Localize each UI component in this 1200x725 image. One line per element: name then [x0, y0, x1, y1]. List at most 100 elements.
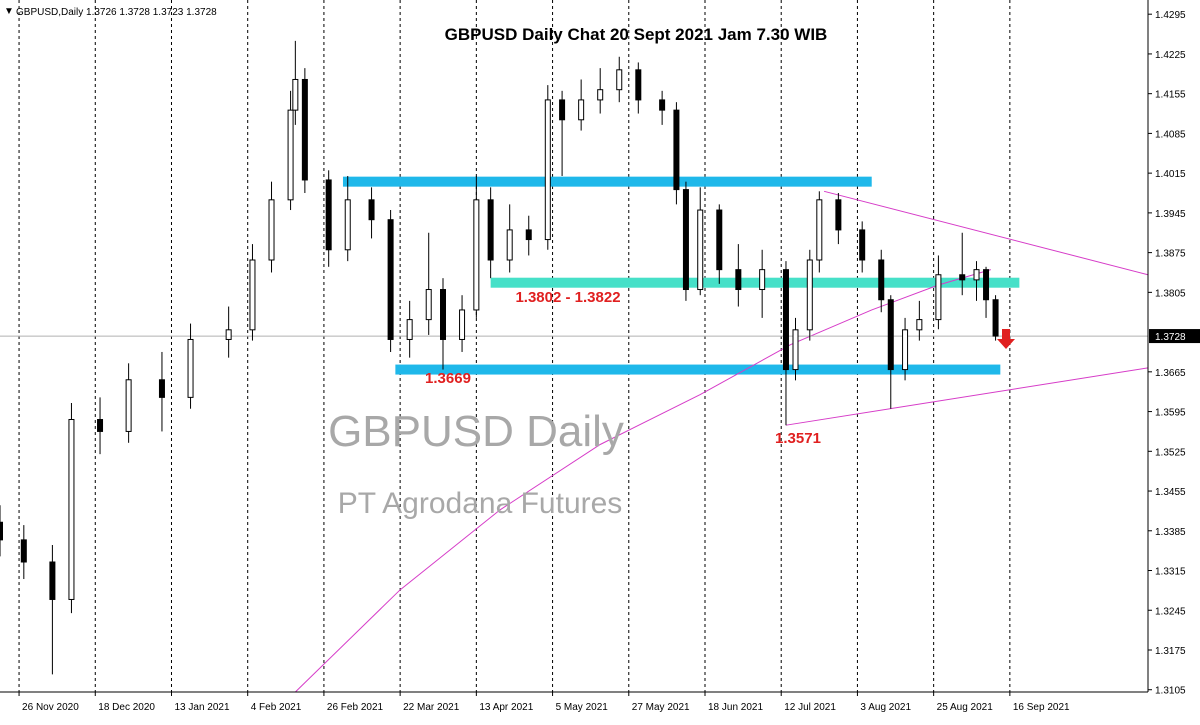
x-tick-label: 5 May 2021: [556, 702, 609, 713]
level-zone: [395, 364, 1001, 375]
price-label: 1.3728: [1155, 332, 1186, 343]
candle-body: [935, 274, 942, 321]
x-tick-label: 13 Jan 2021: [174, 702, 229, 713]
candle-body: [287, 109, 294, 201]
candle-body: [506, 229, 513, 261]
down-arrow: [997, 329, 1015, 349]
candle-body: [487, 199, 494, 261]
candle-body: [697, 209, 704, 291]
candle-body: [325, 179, 332, 251]
candle-body: [806, 259, 813, 331]
candle-body: [425, 289, 432, 321]
candle-body: [20, 539, 27, 563]
y-tick-label: 1.3175: [1155, 646, 1186, 657]
symbol-marker: ▼: [4, 6, 14, 17]
candle-body: [544, 99, 551, 241]
candle-body: [782, 269, 789, 371]
y-tick-label: 1.4225: [1155, 50, 1186, 61]
level-zone: [342, 176, 872, 187]
candle-body: [249, 259, 256, 331]
candle-body: [916, 319, 923, 331]
y-tick-label: 1.4295: [1155, 10, 1186, 21]
candle-body: [344, 199, 351, 251]
candle-body: [301, 78, 308, 181]
candle-body: [659, 99, 666, 111]
candle-body: [597, 89, 604, 101]
annotation: 1.3571: [775, 430, 821, 447]
y-tick-label: 1.4085: [1155, 129, 1186, 140]
candle-body: [187, 338, 194, 398]
candle-body: [368, 199, 375, 221]
candle-body: [759, 269, 766, 291]
y-tick-label: 1.3665: [1155, 368, 1186, 379]
candle-body: [97, 419, 104, 432]
candle-body: [902, 329, 909, 371]
candle-body: [992, 299, 999, 337]
trendline: [823, 190, 1149, 276]
y-tick-label: 1.3805: [1155, 288, 1186, 299]
level-zone: [490, 277, 1020, 288]
candle-body: [125, 379, 132, 432]
x-tick-label: 16 Sep 2021: [1013, 702, 1070, 713]
y-tick-label: 1.3385: [1155, 527, 1186, 538]
candle-body: [887, 299, 894, 371]
candle-body: [859, 229, 866, 261]
candle-body: [0, 521, 3, 541]
candle-body: [682, 189, 689, 291]
y-tick-label: 1.3105: [1155, 686, 1186, 697]
annotation: 1.3669: [425, 370, 471, 387]
candle-body: [525, 229, 532, 241]
watermark: PT Agrodana Futures: [338, 487, 623, 520]
x-tick-label: 25 Aug 2021: [937, 702, 994, 713]
candle-body: [716, 209, 723, 271]
watermark: GBPUSD Daily: [328, 407, 624, 456]
plot-area: [0, 0, 1149, 693]
y-tick-label: 1.3875: [1155, 249, 1186, 260]
annotation: 1.3802 - 1.3822: [515, 289, 620, 306]
candle-body: [459, 309, 466, 340]
y-tick-label: 1.4155: [1155, 90, 1186, 101]
candle-body: [578, 99, 585, 121]
candle-body: [268, 199, 275, 261]
candle-body: [406, 319, 413, 340]
y-tick-label: 1.3525: [1155, 447, 1186, 458]
candle-body: [973, 269, 980, 281]
x-tick-label: 26 Nov 2020: [22, 702, 79, 713]
candle-body: [983, 269, 990, 301]
candle-body: [959, 274, 966, 281]
candle-body: [635, 69, 642, 101]
x-tick-label: 22 Mar 2021: [403, 702, 460, 713]
x-tick-label: 26 Feb 2021: [327, 702, 384, 713]
candle-body: [49, 561, 56, 600]
x-tick-label: 27 May 2021: [632, 702, 690, 713]
candle-body: [673, 109, 680, 191]
symbol-info: GBPUSD,Daily 1.3726 1.3728 1.3723 1.3728: [16, 7, 217, 18]
candle-body: [473, 199, 480, 311]
y-tick-label: 1.3595: [1155, 408, 1186, 419]
candle-body: [440, 289, 447, 340]
x-tick-label: 3 Aug 2021: [860, 702, 911, 713]
candle-body: [616, 69, 623, 91]
y-tick-label: 1.3245: [1155, 606, 1186, 617]
candle-body: [792, 329, 799, 371]
chart-title: GBPUSD Daily Chat 20 Sept 2021 Jam 7.30 …: [445, 25, 828, 44]
candle-body: [835, 199, 842, 231]
candle-body: [816, 199, 823, 261]
candle-body: [878, 259, 885, 301]
x-tick-label: 12 Jul 2021: [784, 702, 836, 713]
candle-body: [735, 269, 742, 291]
price-label-box: [1149, 329, 1200, 344]
candle-body: [387, 219, 394, 340]
trendline: [785, 367, 1149, 426]
candle-body: [559, 99, 566, 121]
moving-average: [294, 269, 991, 693]
candle-body: [225, 329, 232, 340]
x-tick-label: 13 Apr 2021: [479, 702, 533, 713]
x-tick-label: 18 Jun 2021: [708, 702, 763, 713]
candle-body: [68, 419, 75, 600]
candle-body: [158, 379, 165, 398]
y-tick-label: 1.3315: [1155, 567, 1186, 578]
x-tick-label: 4 Feb 2021: [251, 702, 302, 713]
